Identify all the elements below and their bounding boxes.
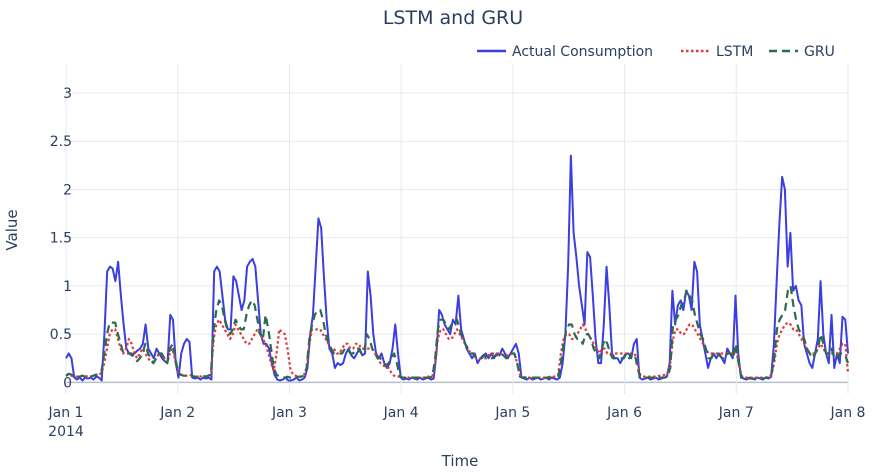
x-tick-label: Jan 7	[718, 405, 754, 421]
series-line-gru[interactable]	[65, 284, 850, 380]
legend-label-lstm[interactable]: LSTM	[716, 44, 753, 60]
x-tick-label: Jan 1	[48, 405, 84, 421]
y-axis-ticks: 0 0.5 1 1.5 2 2.5 3	[50, 86, 72, 391]
legend-label-actual-consumption[interactable]: Actual Consumption	[512, 44, 653, 60]
y-tick-label: 1	[63, 279, 72, 295]
y-tick-label: 2	[63, 182, 72, 198]
x-tick-sublabel: 2014	[48, 424, 84, 440]
gridlines	[65, 64, 849, 394]
y-tick-label: 0	[63, 375, 72, 391]
x-tick-label: Jan 4	[383, 405, 419, 421]
x-tick-label: Jan 6	[606, 405, 642, 421]
x-tick-label: Jan 5	[494, 405, 530, 421]
x-axis-title: Time	[441, 452, 479, 470]
y-tick-label: 1.5	[50, 231, 72, 247]
x-tick-label: Jan 2	[159, 405, 195, 421]
x-tick-label: Jan 3	[271, 405, 307, 421]
plot-area[interactable]	[65, 154, 850, 382]
chart-title: LSTM and GRU	[383, 7, 523, 29]
legend-label-gru[interactable]: GRU	[804, 44, 835, 60]
x-tick-label: Jan 8	[830, 405, 866, 421]
x-axis-ticks: Jan 1 2014 Jan 2 Jan 3 Jan 4 Jan 5 Jan 6 Jan 7 J…	[48, 405, 866, 440]
y-tick-label: 0.5	[50, 327, 72, 343]
series-line-actual-consumption[interactable]	[65, 154, 849, 382]
legend[interactable]: Actual Consumption LSTM GRU	[477, 44, 835, 60]
y-tick-label: 2.5	[50, 134, 72, 150]
y-tick-label: 3	[63, 86, 72, 102]
y-axis-title: Value	[3, 209, 21, 250]
